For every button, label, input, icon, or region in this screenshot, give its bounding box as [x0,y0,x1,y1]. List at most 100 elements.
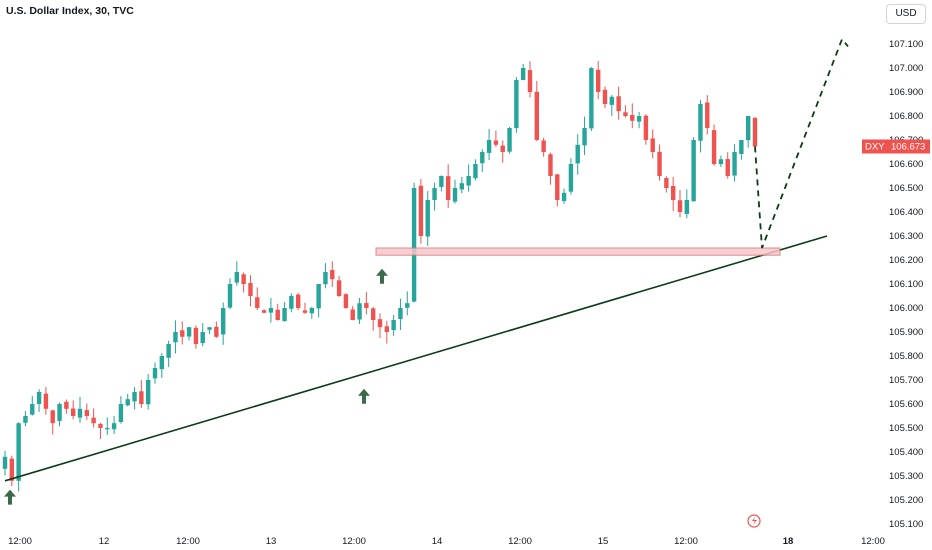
candle-body [752,117,758,147]
candle-body [105,428,110,430]
x-tick-label: 12:00 [861,536,885,547]
candle-body [439,176,444,187]
candle-body [405,303,410,308]
candle-body [364,303,369,308]
x-tick-label: 12:00 [8,536,32,547]
candle-body [493,140,499,145]
candle-body [527,70,533,92]
x-tick-label: 15 [598,536,609,547]
candle-body [698,104,703,141]
candle-body [425,200,430,237]
candle-body [636,116,642,122]
y-tick-label: 105.800 [889,351,923,362]
candle-body [248,283,253,296]
candle-body [295,294,301,308]
x-tick-label: 12 [99,536,110,547]
lightning-icon [747,514,761,528]
candle-body [323,272,328,285]
candle-body [595,69,601,92]
candle-body [514,80,519,129]
candle-body [561,192,567,202]
candle-body [691,140,696,202]
candle-body [302,310,308,313]
candle-body [23,416,28,423]
candle-body [173,332,178,343]
candle-body [70,408,76,416]
y-tick-label: 107.100 [889,39,923,50]
candle-body [391,320,396,331]
candle-body [711,130,717,164]
lightning-glyph [752,517,757,525]
y-tick-label: 105.600 [889,399,923,410]
candle-body [9,458,15,481]
support-zone [375,247,781,256]
candle-body [330,269,335,280]
y-tick-label: 106.200 [889,255,923,266]
candle-body [589,68,594,129]
candle-body [275,309,280,320]
y-tick-label: 106.500 [889,183,923,194]
candle-body [473,164,478,179]
trendline [4,235,828,482]
candle-body [159,356,165,370]
x-tick-label: 14 [432,536,443,547]
candle-body [132,392,137,402]
candle-body [568,164,574,192]
candle-body [684,200,690,214]
y-tick-label: 106.800 [889,111,923,122]
candle-body [261,310,267,313]
candle-body [289,296,294,309]
candle-body [50,410,55,424]
candle-body [541,140,546,152]
candle-body [57,404,62,421]
candle-body [268,308,274,313]
x-tick-label: 18 [783,536,794,547]
y-tick-label: 106.400 [889,207,923,218]
candle-body [486,140,492,153]
buy-arrow-icon [358,388,370,404]
buy-arrow-icon [376,268,388,284]
y-tick-label: 106.000 [889,303,923,314]
buy-arrow-icon [4,489,16,505]
y-tick-label: 106.300 [889,231,923,242]
last-price-tag: DXY 106.673 [862,139,930,154]
candle-body [650,138,655,152]
last-price-bg [862,139,930,154]
candle-body [84,410,90,416]
symbol-label: DXY [865,141,885,152]
candle-body [705,102,710,128]
candle-body [125,399,130,406]
candle-body [255,297,260,308]
candle-body [343,294,349,308]
candle-body [384,326,390,332]
candle-body [98,423,103,428]
y-tick-label: 106.600 [889,159,923,170]
y-tick-label: 107.000 [889,63,923,74]
candle-body [459,183,465,190]
candle-body [30,404,35,415]
candle-body [139,391,144,404]
x-tick-label: 13 [266,536,277,547]
currency-button[interactable]: USD [886,4,926,24]
last-price-label: 106.673 [891,141,925,152]
chart-title: U.S. Dollar Index, 30, TVC [6,5,134,17]
candle-body [643,115,649,140]
candle-body [616,96,621,112]
candle-body [118,404,124,422]
x-tick-label: 12:00 [342,536,366,547]
candle-body [16,423,21,481]
y-tick-label: 105.100 [889,519,923,530]
candle-body [623,112,628,116]
candle-body [418,185,424,236]
projection-path [754,37,849,249]
candle-body [630,114,635,121]
x-tick-label: 12:00 [674,536,698,547]
y-tick-label: 105.500 [889,423,923,434]
candle-body [316,284,321,309]
candle-body [739,140,744,154]
y-tick-label: 105.400 [889,447,923,458]
candle-body [77,408,83,418]
candle-body [452,188,458,202]
